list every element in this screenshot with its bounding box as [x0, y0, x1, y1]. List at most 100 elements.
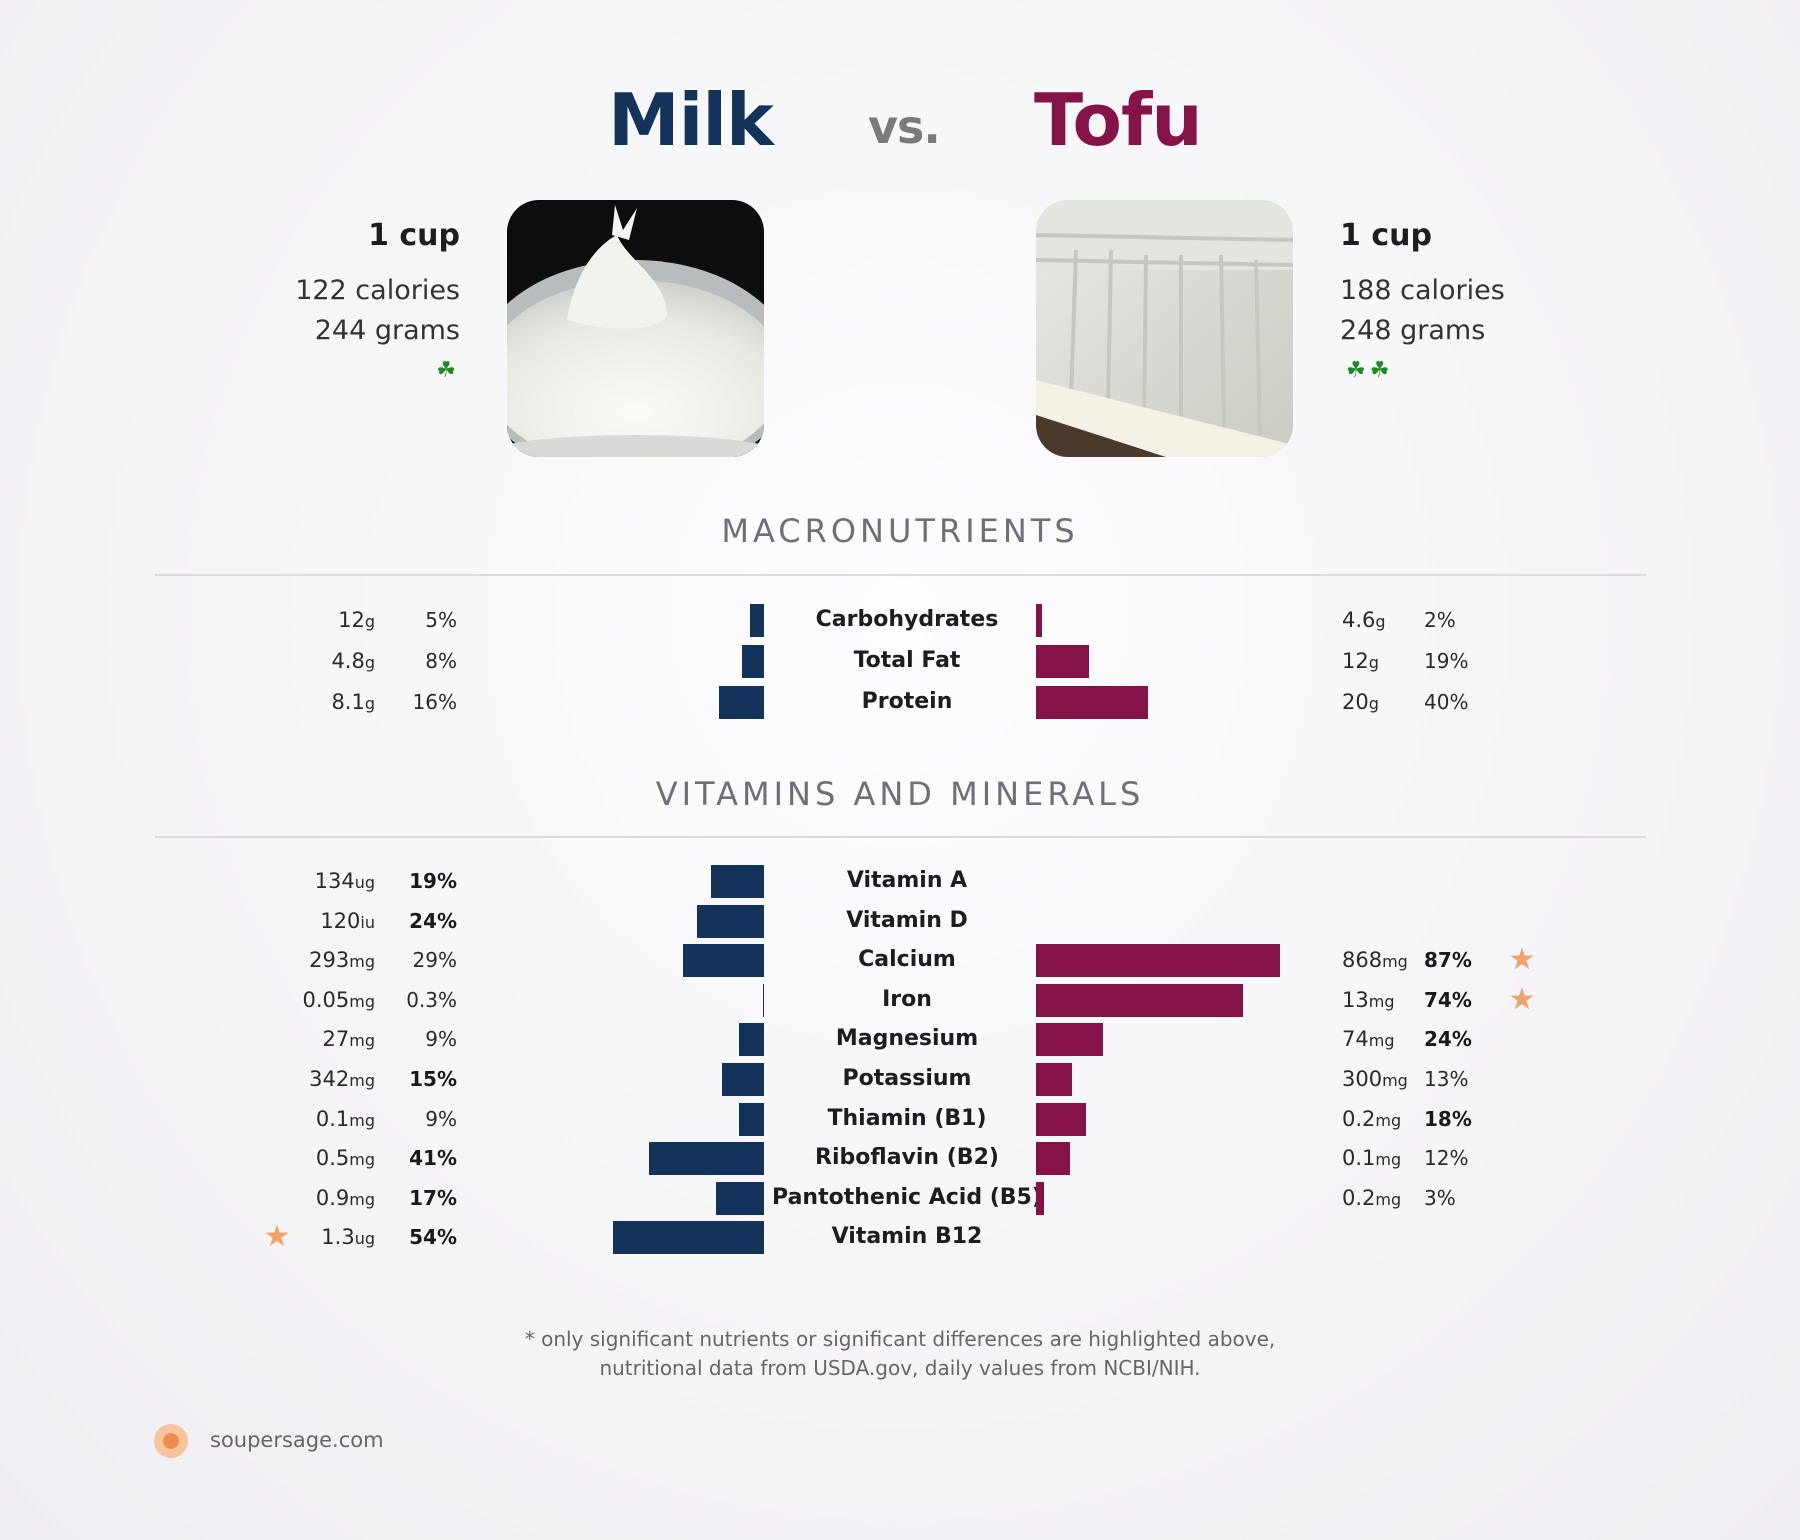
tofu-percent-riboflavin-b2: 12% [1424, 1146, 1469, 1171]
star-icon: ★ [263, 1219, 291, 1255]
sprout-icon: ☘ [1346, 358, 1366, 383]
star-icon: ★ [1508, 942, 1536, 978]
tofu-amount-potassium: 300mg [1342, 1067, 1408, 1091]
nutrient-label-potassium: Potassium [842, 1066, 972, 1091]
nutrient-label-thiamin-b1: Thiamin (B1) [827, 1105, 987, 1131]
milk-amount-thiamin-b1: 0.1mg [315, 1106, 375, 1131]
nutrient-label-total-fat: Total Fat [853, 648, 961, 673]
milk-percent-vitamin-b12: 54% [409, 1225, 457, 1250]
tofu-photo [1036, 200, 1293, 457]
tofu-bar-total-fat [1036, 645, 1090, 678]
milk-image [507, 200, 764, 457]
right-food-title: Tofu [1034, 78, 1203, 162]
tofu-bar-potassium [1036, 1063, 1073, 1096]
milk-amount-magnesium: 27mg [322, 1027, 375, 1052]
milk-bar-calcium [682, 944, 764, 978]
tofu-image [1036, 200, 1293, 457]
left-food-title: Milk [608, 78, 774, 162]
soupersage-logo-icon[interactable] [154, 1424, 188, 1458]
milk-amount-pantothenic-acid-b5: 0.9mg [315, 1185, 375, 1210]
milk-amount-carbohydrates: 12g [338, 608, 375, 632]
milk-bar-iron [762, 983, 764, 1017]
nutrient-label-iron: Iron [882, 986, 932, 1012]
milk-percent-carbohydrates: 5% [425, 608, 457, 632]
milk-sprout-icons: ☘ [260, 358, 460, 383]
brand-link[interactable]: soupersage.com [210, 1428, 384, 1452]
macronutrients-divider [155, 574, 1646, 576]
sprout-icon: ☘ [436, 358, 456, 383]
milk-percent-iron: 0.3% [406, 987, 457, 1012]
vitamins-divider [155, 836, 1646, 838]
tofu-bar-protein [1036, 686, 1148, 719]
sprout-icon: ☘ [1369, 358, 1390, 383]
nutrient-label-vitamin-a: Vitamin A [846, 868, 968, 893]
tofu-amount-protein: 20g [1342, 690, 1379, 714]
tofu-bar-thiamin-b1 [1036, 1102, 1087, 1136]
milk-bar-carbohydrates [750, 604, 764, 637]
milk-amount-calcium: 293mg [309, 948, 375, 973]
milk-percent-potassium: 15% [409, 1067, 457, 1091]
milk-amount-riboflavin-b2: 0.5mg [315, 1146, 375, 1171]
tofu-bar-riboflavin-b2 [1036, 1142, 1070, 1176]
milk-amount-vitamin-d: 120iu [320, 908, 375, 933]
footnote-line-2: nutritional data from USDA.gov, daily va… [599, 1356, 1201, 1380]
tofu-percent-pantothenic-acid-b5: 3% [1424, 1185, 1456, 1210]
vs-label: vs. [868, 100, 941, 154]
milk-amount-protein: 8.1g [331, 690, 375, 714]
milk-grams: 244 grams [314, 315, 460, 346]
tofu-bar-pantothenic-acid-b5 [1036, 1181, 1045, 1215]
milk-amount-potassium: 342mg [309, 1067, 375, 1091]
tofu-percent-calcium: 87% [1424, 948, 1472, 973]
milk-bar-pantothenic-acid-b5 [716, 1181, 764, 1215]
star-icon: ★ [1508, 981, 1536, 1017]
tofu-sprout-icons: ☘ ☘ [1346, 358, 1596, 383]
milk-bar-magnesium [738, 1023, 764, 1057]
tofu-bar-iron [1036, 983, 1244, 1017]
macronutrients-heading: MACRONUTRIENTS [721, 512, 1079, 550]
milk-bar-vitamin-b12 [612, 1221, 764, 1255]
milk-bar-thiamin-b1 [738, 1102, 764, 1136]
milk-bar-potassium [722, 1063, 764, 1096]
tofu-percent-thiamin-b1: 18% [1424, 1106, 1472, 1131]
milk-amount-iron: 0.05mg [302, 987, 375, 1012]
tofu-amount-magnesium: 74mg [1342, 1027, 1395, 1052]
footnote-line-1: * only significant nutrients or signific… [524, 1327, 1276, 1351]
milk-percent-vitamin-a: 19% [409, 869, 457, 893]
milk-amount-total-fat: 4.8g [331, 649, 375, 673]
milk-amount-vitamin-b12: 1.3ug [321, 1225, 375, 1250]
vitamins-heading: VITAMINS AND MINERALS [655, 775, 1145, 813]
milk-serving: 1 cup [368, 218, 460, 253]
tofu-amount-riboflavin-b2: 0.1mg [1342, 1146, 1402, 1171]
footnote: * only significant nutrients or signific… [0, 1325, 1800, 1383]
milk-percent-total-fat: 8% [425, 649, 457, 673]
milk-bar-vitamin-d [696, 904, 764, 938]
nutrient-label-vitamin-b12: Vitamin B12 [831, 1224, 983, 1250]
milk-percent-protein: 16% [412, 690, 457, 714]
milk-percent-pantothenic-acid-b5: 17% [409, 1185, 457, 1210]
nutrient-label-protein: Protein [861, 689, 953, 714]
milk-calories: 122 calories [295, 275, 460, 306]
milk-percent-riboflavin-b2: 41% [409, 1146, 457, 1171]
nutrient-label-pantothenic-acid-b5: Pantothenic Acid (B5) [772, 1184, 1042, 1210]
tofu-amount-carbohydrates: 4.6g [1342, 608, 1386, 632]
tofu-amount-iron: 13mg [1342, 987, 1395, 1012]
milk-amount-vitamin-a: 134ug [314, 869, 375, 893]
tofu-bar-carbohydrates [1036, 604, 1042, 637]
tofu-amount-calcium: 868mg [1342, 948, 1408, 973]
milk-bar-protein [719, 686, 764, 719]
tofu-percent-magnesium: 24% [1424, 1027, 1472, 1052]
tofu-percent-protein: 40% [1424, 690, 1469, 714]
tofu-amount-pantothenic-acid-b5: 0.2mg [1342, 1185, 1402, 1210]
milk-photo [507, 200, 764, 457]
nutrient-label-vitamin-d: Vitamin D [846, 907, 968, 933]
tofu-percent-total-fat: 19% [1424, 649, 1469, 673]
tofu-percent-potassium: 13% [1424, 1067, 1469, 1091]
nutrient-label-carbohydrates: Carbohydrates [815, 607, 999, 632]
tofu-percent-iron: 74% [1424, 987, 1472, 1012]
nutrient-label-magnesium: Magnesium [835, 1026, 979, 1052]
tofu-bar-magnesium [1036, 1023, 1104, 1057]
tofu-bar-calcium [1036, 944, 1280, 978]
tofu-grams: 248 grams [1340, 315, 1486, 346]
tofu-serving: 1 cup [1340, 218, 1432, 253]
milk-bar-total-fat [741, 645, 764, 678]
